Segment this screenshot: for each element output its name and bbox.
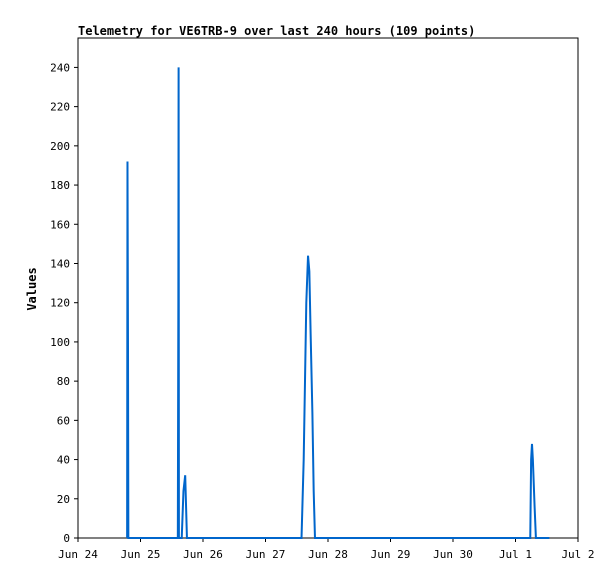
y-tick-label: 240 [50,61,70,74]
x-tick-label: Jul 2 [561,548,594,561]
y-tick-label: 100 [50,336,70,349]
x-tick-label: Jun 26 [183,548,223,561]
series-line [126,67,550,539]
y-tick-label: 120 [50,297,70,310]
chart-title: Telemetry for VE6TRB-9 over last 240 hou… [78,24,475,38]
x-tick-label: Jun 24 [58,548,98,561]
y-tick-label: 160 [50,218,70,231]
y-tick-label: 20 [57,493,70,506]
y-axis: 0 20 40 60 80 100 120 140 160 180 200 220 240 [50,61,78,545]
y-tick-label: 60 [57,414,70,427]
x-tick-label: Jul 1 [499,548,532,561]
plot-frame [77,37,579,539]
x-axis: Jun 24 Jun 25 Jun 26 Jun 27 Jun 28 Jun 29 Jun … [58,538,595,561]
y-tick-label: 0 [63,532,70,545]
x-tick-label: Jun 30 [433,548,473,561]
y-tick-label: 40 [57,454,70,467]
x-tick-label: Jun 27 [246,548,286,561]
y-tick-label: 140 [50,257,70,270]
x-tick-label: Jun 25 [121,548,161,561]
y-axis-label: Values [25,267,39,310]
y-tick-label: 200 [50,140,70,153]
x-tick-label: Jun 28 [308,548,348,561]
y-tick-label: 220 [50,101,70,114]
y-tick-label: 80 [57,375,70,388]
y-tick-label: 180 [50,179,70,192]
x-tick-label: Jun 29 [371,548,411,561]
series-layer [126,67,550,539]
